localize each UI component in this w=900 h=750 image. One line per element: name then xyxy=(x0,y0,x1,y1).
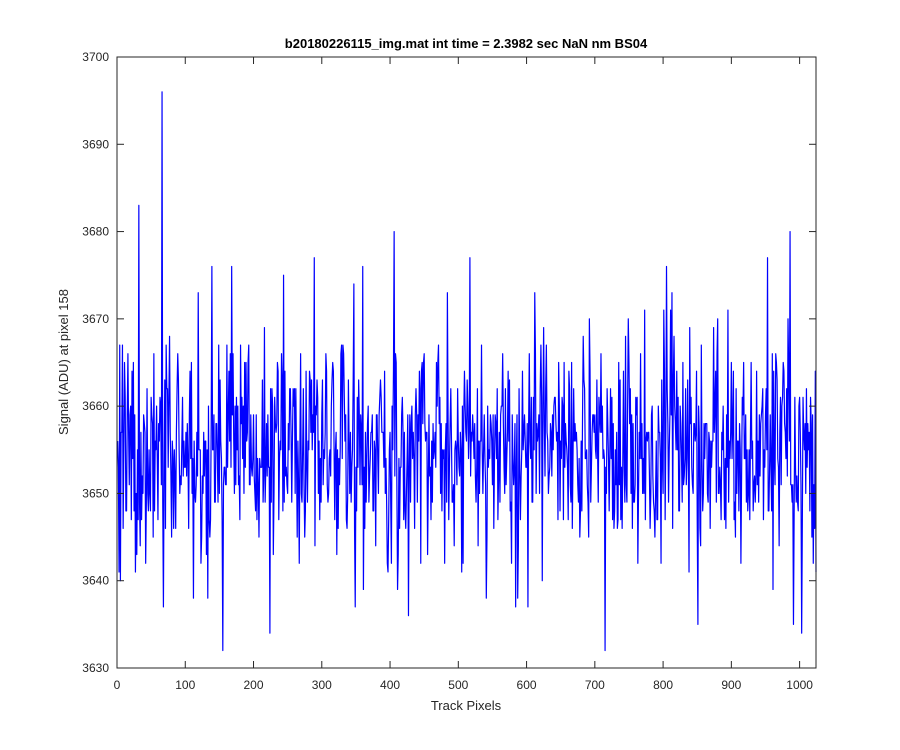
x-tick-label: 300 xyxy=(312,678,332,692)
x-axis-ticks: 0 100 200 300 400 500 600 700 800 900 1000 xyxy=(114,57,813,692)
x-tick-label: 900 xyxy=(721,678,741,692)
signal-series-line xyxy=(117,91,817,652)
x-axis-label: Track Pixels xyxy=(431,698,502,713)
y-axis-label: Signal (ADU) at pixel 158 xyxy=(56,289,71,435)
x-tick-label: 200 xyxy=(244,678,264,692)
chart-title: b20180226115_img.mat int time = 2.3982 s… xyxy=(285,36,648,51)
series-layer xyxy=(117,91,817,652)
y-tick-label: 3630 xyxy=(82,661,109,675)
y-axis-ticks: 3630 3640 3650 3660 3670 3680 3690 3700 xyxy=(82,50,816,675)
y-tick-label: 3670 xyxy=(82,312,109,326)
y-tick-label: 3640 xyxy=(82,574,109,588)
x-tick-label: 400 xyxy=(380,678,400,692)
x-tick-label: 100 xyxy=(175,678,195,692)
x-tick-label: 700 xyxy=(585,678,605,692)
x-tick-label: 800 xyxy=(653,678,673,692)
y-tick-label: 3700 xyxy=(82,50,109,64)
y-tick-label: 3650 xyxy=(82,486,109,500)
y-tick-label: 3660 xyxy=(82,399,109,413)
plot-border xyxy=(116,56,817,669)
x-tick-label: 600 xyxy=(517,678,537,692)
y-tick-label: 3680 xyxy=(82,225,109,239)
x-tick-label: 500 xyxy=(448,678,468,692)
y-tick-label: 3690 xyxy=(82,137,109,151)
x-tick-label: 0 xyxy=(114,678,121,692)
x-tick-label: 1000 xyxy=(786,678,813,692)
